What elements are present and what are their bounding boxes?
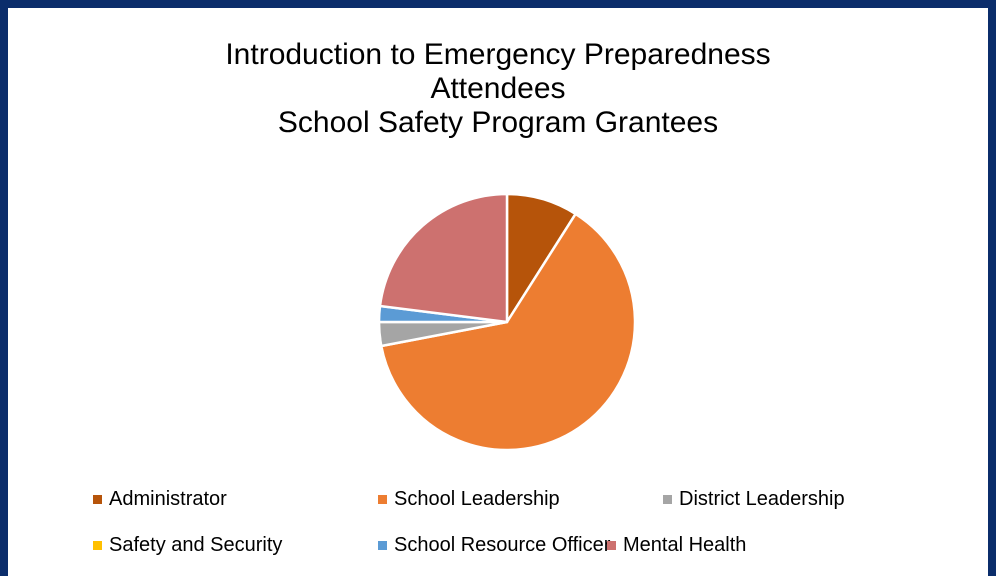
legend-label: Safety and Security [109, 534, 283, 556]
pie-slice-mental-health [378, 192, 509, 324]
pie-chart [377, 192, 637, 452]
legend-item-mental-health: Mental Health [607, 534, 746, 557]
legend-item-district-leadership: District Leadership [663, 488, 845, 511]
legend-swatch [663, 495, 672, 504]
legend-swatch [607, 541, 616, 550]
legend-swatch [378, 495, 387, 504]
legend-label: Mental Health [623, 534, 747, 556]
legend-label: School Resource Officer [394, 534, 611, 556]
legend-label: Administrator [109, 488, 227, 510]
chart-frame: Introduction to Emergency Preparedness A… [8, 8, 988, 576]
pie-slice-school-leadership [380, 212, 637, 452]
chart-title-line-2: Attendees [430, 72, 566, 105]
chart-title: Introduction to Emergency Preparedness A… [8, 38, 988, 140]
chart-title-line-1: Introduction to Emergency Preparedness [225, 38, 771, 71]
legend-swatch [378, 541, 387, 550]
legend-item-school-resource-officer: School Resource Officer [378, 534, 610, 557]
legend-item-school-leadership: School Leadership [378, 488, 560, 511]
legend-label: District Leadership [679, 488, 845, 510]
legend-swatch [93, 495, 102, 504]
legend-swatch [93, 541, 102, 550]
legend-item-administrator: Administrator [93, 488, 227, 511]
legend-item-safety-and-security: Safety and Security [93, 534, 282, 557]
legend-label: School Leadership [394, 488, 560, 510]
chart-title-line-3: School Safety Program Grantees [277, 106, 719, 139]
